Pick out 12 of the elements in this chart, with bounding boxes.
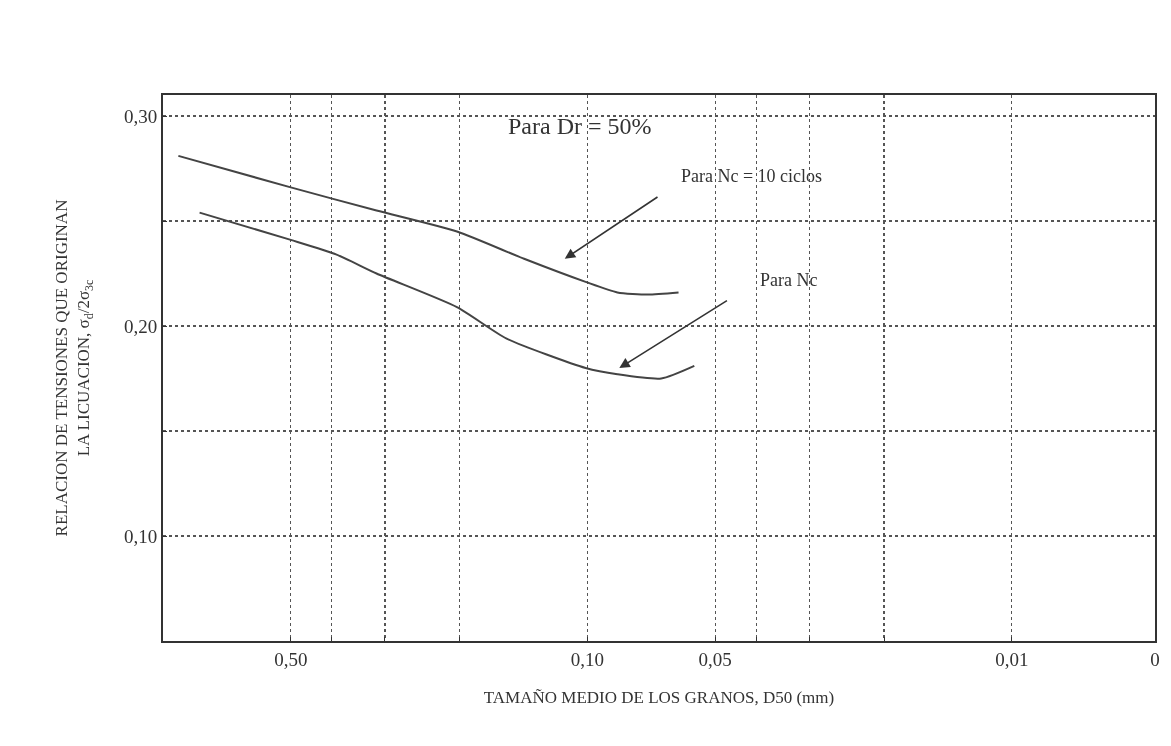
x-tick-label: 0,01: [995, 648, 1029, 670]
y-tick-label: 0,30: [123, 105, 158, 127]
x-axis-title: TAMAÑO MEDIO DE LOS GRANOS, D50 (mm): [483, 687, 835, 707]
annotation: Para Dr = 50%: [508, 113, 652, 139]
x-tick-label: 0,05: [698, 648, 732, 670]
x-tick-label: 0: [1150, 648, 1160, 670]
y-tick-label: 0,10: [123, 525, 158, 547]
annotation: Para Nc = 10 ciclos: [681, 166, 823, 186]
y-tick-label: 0,20: [123, 315, 158, 337]
x-tick-label: 0,10: [570, 648, 605, 670]
annotation: Para Nc: [760, 270, 818, 290]
x-tick-label: 0,50: [274, 648, 308, 670]
